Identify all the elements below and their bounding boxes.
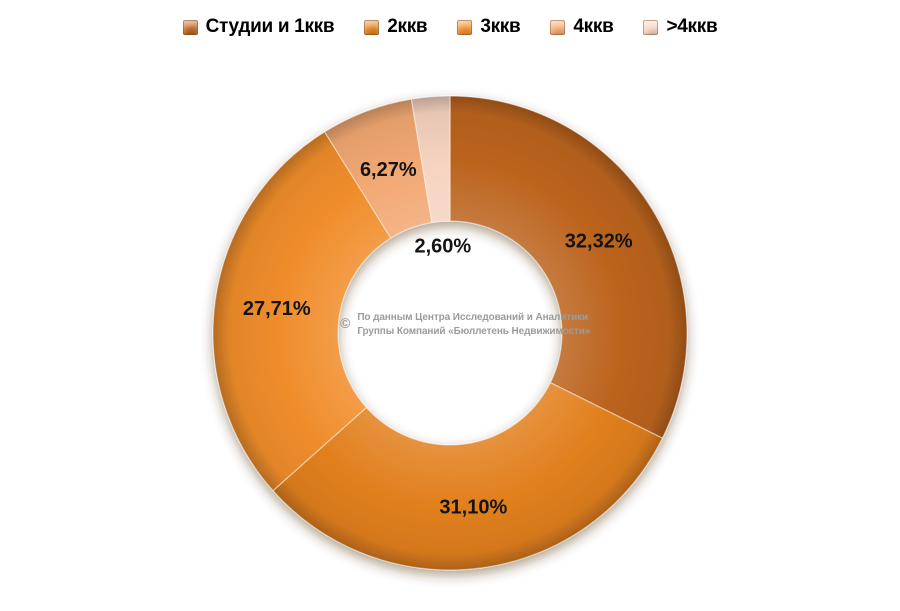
- legend-item-5: >4ккв: [643, 16, 718, 38]
- slice-label-4: 6,27%: [360, 159, 417, 181]
- slice-label-3: 27,71%: [243, 298, 311, 320]
- donut-slice-2: [272, 381, 664, 571]
- watermark: © По данным Центра Исследований и Аналит…: [340, 311, 590, 338]
- donut-slice-5: [410, 95, 451, 224]
- slice-label-5: 2,60%: [414, 235, 471, 257]
- copyright-icon: ©: [340, 315, 351, 331]
- legend-label: >4ккв: [666, 16, 718, 37]
- legend-item-2: 2ккв: [364, 16, 428, 38]
- legend-item-4: 4ккв: [550, 16, 614, 38]
- legend-swatch-icon: [364, 19, 380, 35]
- legend-swatch-icon: [457, 19, 473, 35]
- legend-item-3: 3ккв: [457, 16, 521, 38]
- watermark-line1: По данным Центра Исследований и Аналитик…: [357, 312, 589, 323]
- donut-slice-1: [449, 95, 688, 440]
- slice-label-2: 31,10%: [439, 496, 507, 518]
- legend-swatch-icon: [182, 19, 198, 35]
- legend-swatch-icon: [550, 19, 566, 35]
- legend-item-1: Студии и 1ккв: [182, 16, 335, 38]
- chart-legend: Студии и 1ккв 2ккв 3ккв 4ккв >4ккв: [0, 16, 900, 38]
- legend-label: Студии и 1ккв: [205, 16, 335, 37]
- watermark-line2: Группы Компаний «Бюллетень Недвижимости»: [357, 325, 591, 337]
- legend-swatch-icon: [643, 19, 659, 35]
- donut-slice-3: [212, 131, 392, 492]
- watermark-text: По данным Центра Исследований и Аналитик…: [357, 311, 590, 338]
- legend-label: 2ккв: [387, 16, 428, 37]
- slice-label-1: 32,32%: [565, 231, 633, 253]
- legend-label: 4ккв: [573, 16, 614, 37]
- legend-label: 3ккв: [480, 16, 521, 37]
